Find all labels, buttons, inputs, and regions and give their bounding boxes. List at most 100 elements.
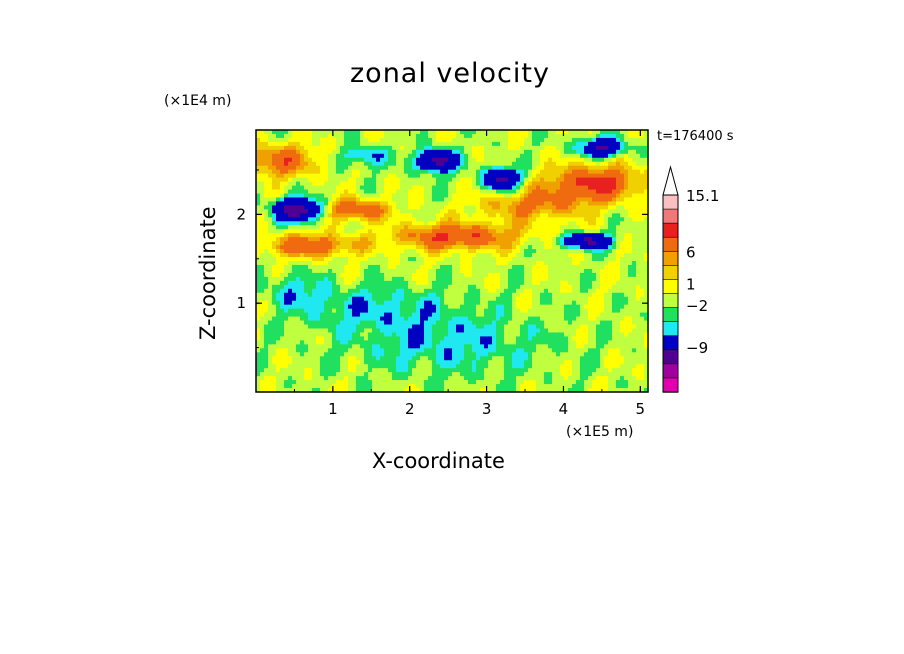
field-cell	[572, 153, 577, 159]
field-cell	[324, 249, 329, 254]
field-cell	[584, 249, 589, 254]
field-cell	[308, 288, 313, 294]
field-cell	[428, 173, 433, 179]
field-cell	[312, 169, 317, 175]
field-cell	[620, 137, 625, 143]
field-cell	[464, 276, 469, 282]
field-cell	[540, 157, 545, 163]
field-cell	[644, 221, 648, 226]
field-cell	[340, 312, 345, 318]
field-cell	[464, 193, 469, 199]
field-cell	[404, 141, 409, 147]
field-cell	[392, 312, 397, 318]
field-cell	[352, 304, 357, 310]
field-cell	[292, 320, 297, 326]
field-cell	[372, 229, 377, 234]
field-cell	[504, 145, 509, 151]
field-cell	[256, 177, 261, 183]
field-cell	[520, 320, 525, 326]
field-cell	[572, 145, 577, 151]
field-cell	[448, 141, 453, 147]
field-cell	[428, 257, 433, 262]
field-cell	[596, 185, 601, 191]
field-cell	[328, 201, 333, 207]
field-cell	[460, 153, 465, 159]
field-cell	[384, 312, 389, 318]
field-cell	[612, 193, 617, 199]
field-cell	[544, 205, 549, 210]
field-cell	[412, 284, 417, 290]
field-cell	[428, 205, 433, 210]
field-cell	[484, 257, 489, 262]
field-cell	[640, 324, 645, 330]
field-cell	[320, 233, 325, 238]
field-cell	[280, 233, 285, 238]
field-cell	[624, 225, 629, 230]
field-cell	[364, 181, 369, 187]
field-cell	[316, 221, 321, 226]
field-cell	[432, 221, 437, 226]
field-cell	[548, 304, 553, 310]
field-cell	[520, 237, 525, 242]
field-cell	[448, 308, 453, 314]
field-cell	[276, 177, 281, 183]
field-cell	[584, 284, 589, 290]
field-cell	[600, 296, 605, 302]
field-cell	[340, 185, 345, 191]
field-cell	[496, 296, 501, 302]
field-cell	[352, 217, 357, 222]
field-cell	[628, 276, 633, 282]
field-cell	[388, 288, 393, 294]
field-cell	[360, 137, 365, 143]
field-cell	[480, 165, 485, 171]
field-cell	[376, 253, 381, 258]
field-cell	[576, 328, 581, 334]
field-cell	[552, 181, 557, 187]
field-cell	[620, 320, 625, 326]
field-cell	[576, 181, 581, 187]
field-cell	[308, 181, 313, 187]
field-cell	[272, 133, 277, 139]
field-cell	[320, 189, 325, 195]
field-cell	[588, 145, 593, 151]
field-cell	[432, 268, 437, 274]
field-cell	[520, 296, 525, 302]
field-cell	[468, 153, 473, 159]
field-cell	[420, 257, 425, 262]
field-cell	[516, 284, 521, 290]
field-cell	[316, 241, 321, 246]
field-cell	[320, 193, 325, 199]
field-cell	[584, 296, 589, 302]
field-cell	[628, 249, 633, 254]
field-cell	[316, 225, 321, 230]
field-cell	[576, 149, 581, 155]
field-cell	[464, 130, 469, 135]
field-cell	[396, 241, 401, 246]
field-cell	[352, 245, 357, 250]
field-cell	[308, 185, 313, 191]
field-cell	[396, 225, 401, 230]
field-cell	[536, 296, 541, 302]
field-cell	[320, 261, 325, 266]
field-cell	[352, 133, 357, 139]
field-cell	[300, 157, 305, 163]
field-cell	[576, 185, 581, 191]
field-cell	[532, 237, 537, 242]
field-cell	[524, 221, 529, 226]
field-cell	[312, 272, 317, 278]
field-cell	[532, 189, 537, 195]
field-cell	[376, 233, 381, 238]
field-cell	[448, 193, 453, 199]
field-cell	[304, 189, 309, 195]
field-cell	[548, 165, 553, 171]
field-cell	[468, 185, 473, 191]
field-cell	[588, 189, 593, 195]
field-cell	[424, 280, 429, 286]
field-cell	[256, 249, 261, 254]
field-cell	[620, 165, 625, 171]
field-cell	[328, 249, 333, 254]
field-cell	[360, 193, 365, 199]
field-cell	[280, 264, 285, 270]
field-cell	[524, 233, 529, 238]
field-cell	[548, 308, 553, 314]
